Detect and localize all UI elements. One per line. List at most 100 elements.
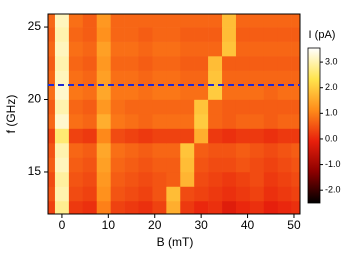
heatmap-cell xyxy=(68,114,84,129)
heatmap-cell xyxy=(54,27,70,42)
heatmap-cell xyxy=(208,171,223,187)
heatmap-cell xyxy=(235,114,251,129)
heatmap-cell xyxy=(235,200,251,214)
heatmap-cell xyxy=(263,128,279,144)
heatmap-cell xyxy=(110,114,125,129)
heatmap-cell xyxy=(138,14,153,28)
heatmap-cell xyxy=(277,27,292,42)
heatmap-cell xyxy=(222,128,237,144)
heatmap-cell xyxy=(48,14,56,28)
heatmap-cell xyxy=(96,157,111,173)
heatmap-cell xyxy=(235,171,251,187)
heatmap-cell xyxy=(82,27,98,42)
heatmap-cell xyxy=(263,186,279,202)
heatmap-cell xyxy=(208,41,223,57)
heatmap-cell xyxy=(194,41,209,57)
heatmap-cell xyxy=(138,186,153,202)
heatmap-cell xyxy=(277,70,292,86)
heatmap-cell xyxy=(124,56,139,71)
heatmap-cell xyxy=(180,56,195,71)
heatmap-cell xyxy=(68,41,84,57)
heatmap-cell xyxy=(208,14,223,28)
heatmap-cell xyxy=(152,171,167,187)
heatmap-cell xyxy=(277,186,292,202)
heatmap-cell xyxy=(166,85,181,100)
heatmap-cell xyxy=(249,99,265,115)
heatmap-cell xyxy=(152,41,167,57)
heatmap-cell xyxy=(124,157,139,173)
heatmap-cell xyxy=(54,41,70,57)
heatmap-cell xyxy=(277,85,292,100)
heatmap-cell xyxy=(110,85,125,100)
heatmap-cell xyxy=(277,99,292,115)
heatmap-cell xyxy=(166,171,181,187)
y-tick-label: 15 xyxy=(28,164,42,178)
heatmap-cell xyxy=(152,200,167,214)
plot-frame xyxy=(47,13,301,215)
heatmap-cell xyxy=(96,128,111,144)
x-tick-label: 30 xyxy=(194,218,208,232)
heatmap-cell xyxy=(291,41,300,57)
colorbar-tick-label: 3.0 xyxy=(325,56,338,66)
heatmap-cell xyxy=(110,171,125,187)
heatmap-cell xyxy=(110,70,125,86)
heatmap-cell xyxy=(48,85,56,100)
heatmap-cell xyxy=(194,171,209,187)
heatmap-cell xyxy=(291,157,300,173)
heatmap-cell xyxy=(138,27,153,42)
heatmap-cell xyxy=(68,56,84,71)
heatmap-cell xyxy=(180,85,195,100)
heatmap-cell xyxy=(194,142,209,158)
heatmap-cell xyxy=(222,200,237,214)
heatmap-cell xyxy=(235,56,251,71)
heatmap-cell xyxy=(208,142,223,158)
heatmap-cell xyxy=(249,14,265,28)
heatmap-cell xyxy=(166,14,181,28)
heatmap-cell xyxy=(124,128,139,144)
heatmap-cell xyxy=(180,171,195,187)
heatmap-cell xyxy=(249,157,265,173)
heatmap-cell xyxy=(48,157,56,173)
heatmap-cell xyxy=(180,128,195,144)
heatmap-cell xyxy=(208,99,223,115)
heatmap-cell xyxy=(166,70,181,86)
heatmap-cell xyxy=(82,200,98,214)
heatmap-cell xyxy=(249,114,265,129)
heatmap-cell xyxy=(96,85,111,100)
heatmap-cell xyxy=(222,157,237,173)
heatmap-cell xyxy=(235,157,251,173)
heatmap-cell xyxy=(194,157,209,173)
heatmap-cell xyxy=(291,186,300,202)
heatmap-cell xyxy=(180,70,195,86)
heatmap-cell xyxy=(166,200,181,214)
heatmap-cell xyxy=(54,14,70,28)
heatmap-cell xyxy=(194,99,209,115)
heatmap-cell xyxy=(222,41,237,57)
heatmap-cell xyxy=(291,171,300,187)
heatmap-cell xyxy=(68,70,84,86)
heatmap-cell xyxy=(124,186,139,202)
y-tick-label: 25 xyxy=(28,19,42,33)
y-axis-label: f (GHz) xyxy=(4,95,18,134)
heatmap-cell xyxy=(68,157,84,173)
heatmap-cell xyxy=(222,114,237,129)
heatmap-cell xyxy=(68,171,84,187)
heatmap-cell xyxy=(166,128,181,144)
heatmap-cell xyxy=(152,27,167,42)
heatmap-cell xyxy=(54,171,70,187)
heatmap-cell xyxy=(291,200,300,214)
heatmap-cell xyxy=(291,27,300,42)
heatmap-cell xyxy=(194,200,209,214)
heatmap xyxy=(48,14,300,214)
heatmap-cell xyxy=(82,99,98,115)
heatmap-cell xyxy=(249,41,265,57)
heatmap-cell xyxy=(194,85,209,100)
colorbar-tick-label: 0.0 xyxy=(325,133,338,143)
heatmap-cell xyxy=(138,171,153,187)
heatmap-cell xyxy=(96,41,111,57)
heatmap-cell xyxy=(263,114,279,129)
heatmap-cell xyxy=(222,27,237,42)
heatmap-cell xyxy=(54,157,70,173)
heatmap-cell xyxy=(138,114,153,129)
